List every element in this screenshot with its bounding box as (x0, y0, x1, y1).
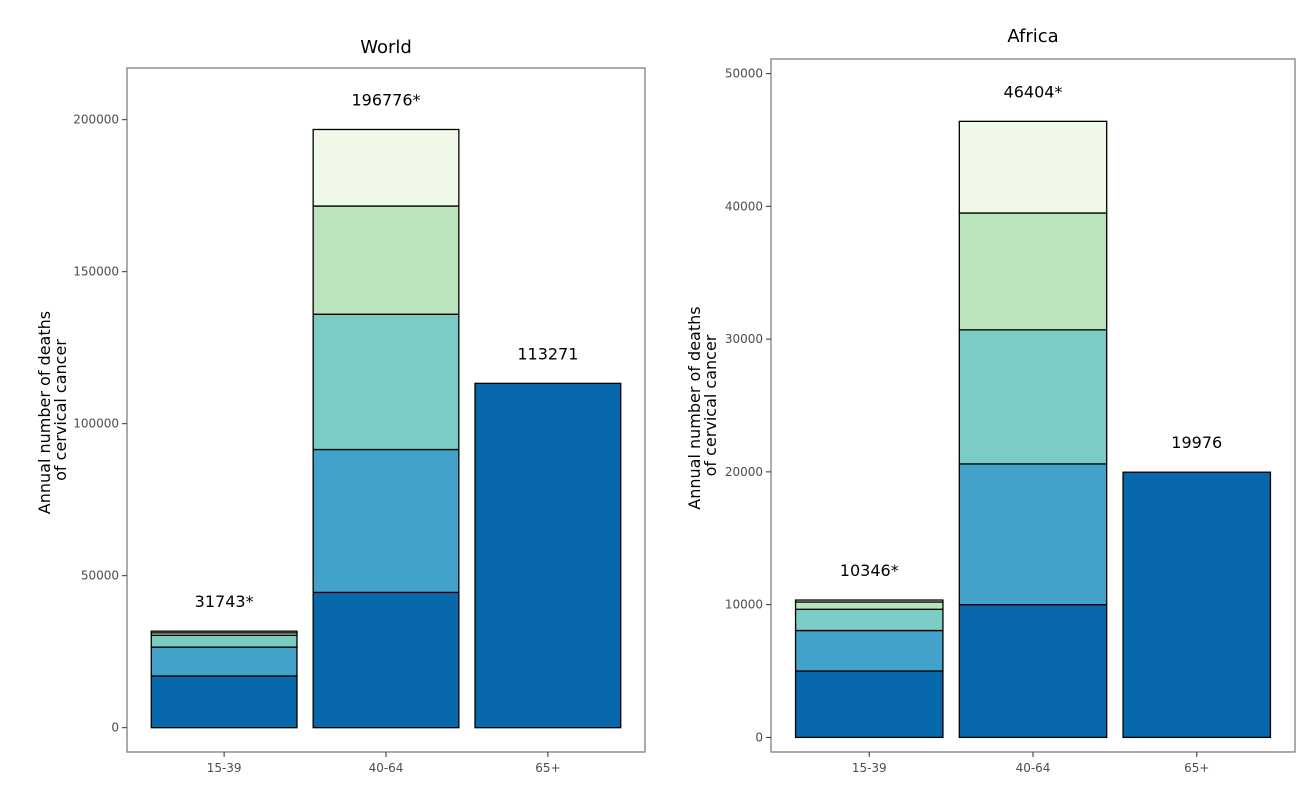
africa-x-tick-label-40-64: 40-64 (1016, 761, 1051, 775)
africa-panel: Africa Annual number of deaths of cervic… (685, 26, 1296, 775)
africa-bar-40-64-segment-3 (958, 329, 1108, 465)
africa-bar-40-64-segment-1 (958, 603, 1108, 739)
africa-bar-40-64-segment-2 (958, 463, 1108, 606)
world-x-tick-label-40-64: 40-64 (369, 761, 404, 775)
africa-panel-title: Africa (1007, 26, 1058, 47)
africa-y-axis-title-line-2: of cervical cancer (701, 334, 720, 476)
world-y-axis-title-line-1: Annual number of deaths (35, 311, 54, 514)
world-panel-title: World (360, 37, 412, 58)
world-x-tick-label-65+: 65+ (535, 761, 560, 775)
world-bar-40-64-segment-2 (312, 448, 460, 594)
world-y-tick-label-100000: 100000 (73, 417, 119, 431)
world-total-label-15-39: 31743* (195, 592, 254, 611)
world-bar-15-39-segment-1 (150, 675, 298, 729)
world-y-axis-title: Annual number of deaths of cervical canc… (35, 306, 70, 514)
world-bar-40-64-segment-4 (312, 205, 460, 315)
world-total-label-65+: 113271 (517, 344, 578, 363)
africa-bar-15-39-segment-2 (794, 629, 944, 672)
africa-bar-40-64-segment-4 (958, 212, 1108, 331)
world-bar-15-39-segment-5 (150, 630, 298, 634)
world-x-tick-label-15-39: 15-39 (207, 761, 242, 775)
world-bar-40-64-segment-1 (312, 591, 460, 729)
africa-y-axis-title: Annual number of deaths of cervical canc… (685, 301, 720, 509)
africa-y-tick-label-40000: 40000 (725, 199, 763, 213)
africa-y-tick-label-20000: 20000 (725, 465, 763, 479)
africa-y-axis-title-line-1: Annual number of deaths (685, 306, 704, 509)
africa-y-tick-label-30000: 30000 (725, 332, 763, 346)
world-y-tick-label-0: 0 (111, 721, 119, 735)
africa-total-label-40-64: 46404* (1004, 82, 1063, 101)
africa-bar-15-39-segment-5 (794, 599, 944, 603)
world-bar-65+-segment-1 (474, 382, 622, 729)
world-y-tick-label-200000: 200000 (73, 113, 119, 127)
africa-bar-15-39-segment-4 (794, 601, 944, 610)
africa-total-label-15-39: 10346* (840, 561, 899, 580)
africa-x-tick-label-15-39: 15-39 (852, 761, 887, 775)
africa-bar-65+-segment-1 (1122, 471, 1272, 739)
africa-x-tick-label-65+: 65+ (1184, 761, 1209, 775)
africa-total-label-65+: 19976 (1171, 433, 1222, 452)
africa-bar-40-64-segment-5 (958, 120, 1108, 214)
africa-bar-15-39-segment-1 (794, 670, 944, 739)
africa-bar-15-39-segment-3 (794, 608, 944, 632)
world-bar-40-64-segment-3 (312, 313, 460, 451)
africa-y-tick-label-10000: 10000 (725, 598, 763, 612)
world-total-label-40-64: 196776* (351, 90, 420, 109)
world-bar-40-64-segment-5 (312, 128, 460, 207)
world-bar-15-39-segment-2 (150, 646, 298, 677)
world-y-axis-title-line-2: of cervical cancer (51, 339, 70, 481)
africa-y-tick-label-0: 0 (755, 730, 763, 744)
africa-y-tick-label-50000: 50000 (725, 67, 763, 81)
world-panel: World Annual number of deaths of cervica… (35, 37, 646, 775)
world-bar-15-39-segment-3 (150, 634, 298, 648)
world-y-tick-label-50000: 50000 (81, 569, 119, 583)
world-y-tick-label-150000: 150000 (73, 265, 119, 279)
